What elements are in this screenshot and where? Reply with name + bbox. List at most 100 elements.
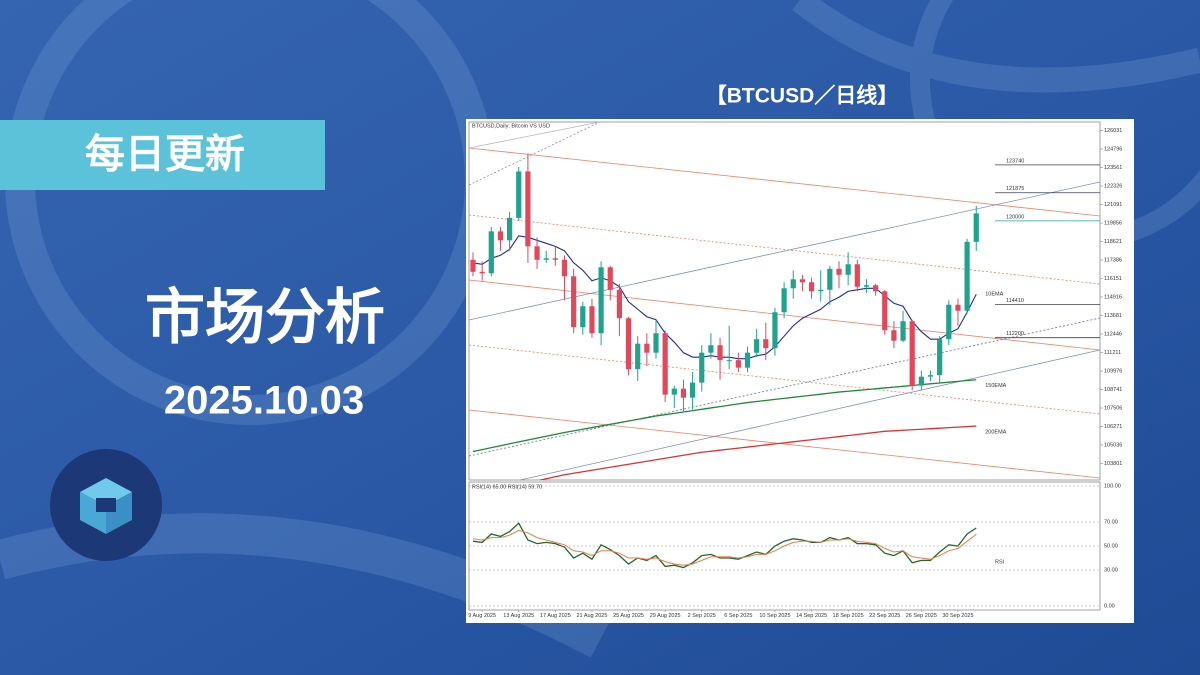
x-tick-label: 22 Sep 2025	[869, 613, 900, 619]
candle-body	[717, 345, 723, 361]
level-label: 114410	[1006, 298, 1024, 304]
candle-body	[635, 343, 641, 370]
candle-body	[808, 282, 815, 292]
y-tick-label: 107506	[1104, 405, 1122, 411]
candle-body	[937, 339, 943, 376]
candle-body	[818, 289, 824, 292]
candle-body	[909, 321, 915, 386]
candle-body	[882, 291, 888, 331]
x-tick-label: 14 Sep 2025	[796, 613, 827, 619]
candle-body	[708, 345, 714, 353]
rsi-line	[472, 522, 977, 569]
y-tick-label: 121091	[1104, 202, 1122, 208]
candle-body	[973, 213, 979, 242]
y-tick-label: 114916	[1104, 294, 1122, 300]
candle-body	[598, 267, 604, 334]
candle-body	[845, 264, 851, 275]
candle-body	[543, 258, 549, 260]
rsi-label: RSI	[995, 559, 1005, 565]
y-tick-label: 118621	[1104, 239, 1122, 245]
x-tick-label: 2 Sep 2025	[688, 613, 716, 619]
y-tick-label: 124796	[1104, 146, 1122, 152]
chart-title: BTCUSD,Daily: Bitcoin VS USD	[472, 123, 550, 129]
y-tick-label: 108741	[1104, 387, 1122, 393]
candle-body	[781, 288, 787, 313]
candle-body	[763, 339, 769, 349]
candle-body	[662, 333, 668, 395]
candle-body	[644, 343, 650, 353]
level-label: 112200	[1006, 331, 1024, 337]
y-tick-label: 0.00	[1104, 603, 1115, 609]
main-frame	[468, 121, 1101, 481]
candle-body	[726, 360, 732, 362]
y-tick-label: 100.00	[1104, 483, 1121, 489]
x-tick-label: 9 Aug 2025	[468, 613, 496, 619]
candle-body	[854, 264, 860, 287]
candle-body	[690, 382, 696, 398]
y-tick-label: 109976	[1104, 368, 1122, 374]
candle-body	[525, 171, 531, 247]
candle-body	[790, 279, 796, 289]
y-tick-label: 123561	[1104, 165, 1122, 171]
candle-body	[470, 259, 476, 272]
x-tick-label: 6 Sep 2025	[724, 613, 752, 619]
candle-body	[955, 304, 961, 311]
candle-body	[891, 330, 897, 341]
rsi-line	[472, 529, 977, 566]
y-tick-label: 117386	[1104, 257, 1122, 263]
candle-body	[744, 352, 751, 368]
candle-body	[488, 231, 494, 274]
candle-body	[900, 321, 906, 341]
candle-body	[699, 352, 705, 383]
x-tick-label: 30 Sep 2025	[942, 613, 973, 619]
candle-body	[571, 276, 577, 328]
candle-body	[507, 217, 513, 241]
candle-body	[580, 306, 586, 328]
ema-line	[472, 235, 977, 360]
candle-body	[625, 318, 632, 370]
badge-bg	[0, 120, 325, 190]
y-tick-label: 105036	[1104, 442, 1122, 448]
x-tick-label: 18 Sep 2025	[833, 613, 864, 619]
candle-body	[497, 231, 504, 241]
y-tick-label: 30.00	[1104, 567, 1118, 573]
level-label: 121875	[1006, 186, 1024, 192]
candle-body	[964, 241, 970, 311]
candle-body	[946, 304, 952, 340]
y-tick-label: 103801	[1104, 461, 1122, 467]
main-plot	[470, 153, 979, 480]
y-tick-label: 113681	[1104, 313, 1122, 319]
candle-body	[873, 285, 879, 292]
candle-body	[754, 339, 760, 353]
rsi-plot	[472, 522, 977, 569]
candle-body	[863, 285, 870, 287]
candle-body	[616, 289, 622, 319]
x-tick-label: 17 Aug 2025	[540, 613, 571, 619]
level-label: 123740	[1006, 158, 1024, 164]
y-tick-label: 111211	[1104, 350, 1121, 356]
candle-body	[918, 376, 924, 386]
candle-body	[735, 360, 741, 368]
y-tick-label: 122326	[1104, 183, 1122, 189]
candle-body	[671, 388, 677, 395]
candle-body	[607, 267, 613, 290]
chart-panel	[466, 119, 1134, 623]
y-tick-label: 126031	[1104, 128, 1122, 134]
ema-label: 200EMA	[985, 430, 1006, 436]
ema-line	[472, 379, 977, 453]
y-tick-label: 112446	[1104, 331, 1122, 337]
logo	[50, 449, 162, 561]
candle-body	[561, 259, 568, 277]
x-tick-label: 25 Aug 2025	[613, 613, 644, 619]
chart-heading: 【BTCUSD／日线】	[706, 84, 899, 108]
rsi-title: RSI(14) 65.00 RSI(14) 59.70	[472, 484, 542, 490]
candle-body	[552, 258, 558, 260]
x-tick-label: 29 Aug 2025	[650, 613, 681, 619]
y-tick-label: 119856	[1104, 220, 1122, 226]
x-tick-label: 21 Aug 2025	[576, 613, 607, 619]
candle-body	[836, 268, 842, 275]
level-label: 120000	[1006, 214, 1024, 220]
x-tick-label: 10 Sep 2025	[759, 613, 790, 619]
ema-label: 150EMA	[985, 383, 1006, 389]
